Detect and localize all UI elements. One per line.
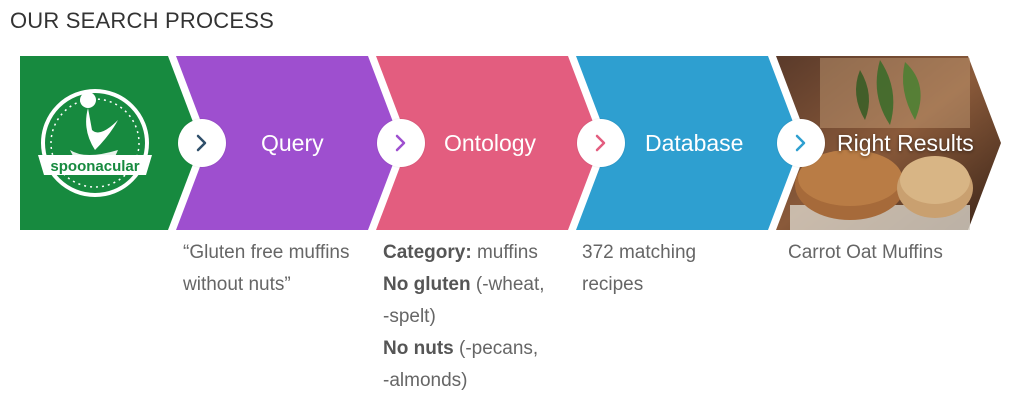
section-title: OUR SEARCH PROCESS bbox=[10, 8, 274, 33]
spoonacular-logo: spoonacular bbox=[38, 89, 152, 197]
segment-query bbox=[176, 56, 401, 230]
step-connector-3 bbox=[577, 119, 625, 167]
step-connector-1 bbox=[178, 119, 226, 167]
step-database-label: Database bbox=[645, 130, 744, 156]
logo-text: spoonacular bbox=[50, 158, 139, 175]
query-description: “Gluten free muffins without nuts” bbox=[183, 242, 350, 295]
chevron-right-icon bbox=[595, 134, 606, 152]
step-connector-2 bbox=[377, 119, 425, 167]
step-ontology-label: Ontology bbox=[444, 130, 537, 156]
segment-results-photo bbox=[776, 56, 1001, 230]
chevron-right-icon bbox=[395, 134, 406, 152]
segment-logo bbox=[20, 56, 201, 230]
chevron-right-icon bbox=[196, 134, 207, 152]
database-description: 372 matching recipes bbox=[582, 242, 697, 295]
step-query-label: Query bbox=[261, 130, 324, 156]
step-connector-4 bbox=[777, 119, 825, 167]
step-results-label: Right Results bbox=[837, 130, 974, 156]
results-description: Carrot Oat Muffins bbox=[788, 242, 943, 263]
segment-ontology bbox=[376, 56, 601, 230]
chevron-right-icon bbox=[795, 134, 806, 152]
ontology-description: Category: muffins No gluten (-wheat, -sp… bbox=[383, 242, 545, 391]
segment-database bbox=[576, 56, 801, 230]
